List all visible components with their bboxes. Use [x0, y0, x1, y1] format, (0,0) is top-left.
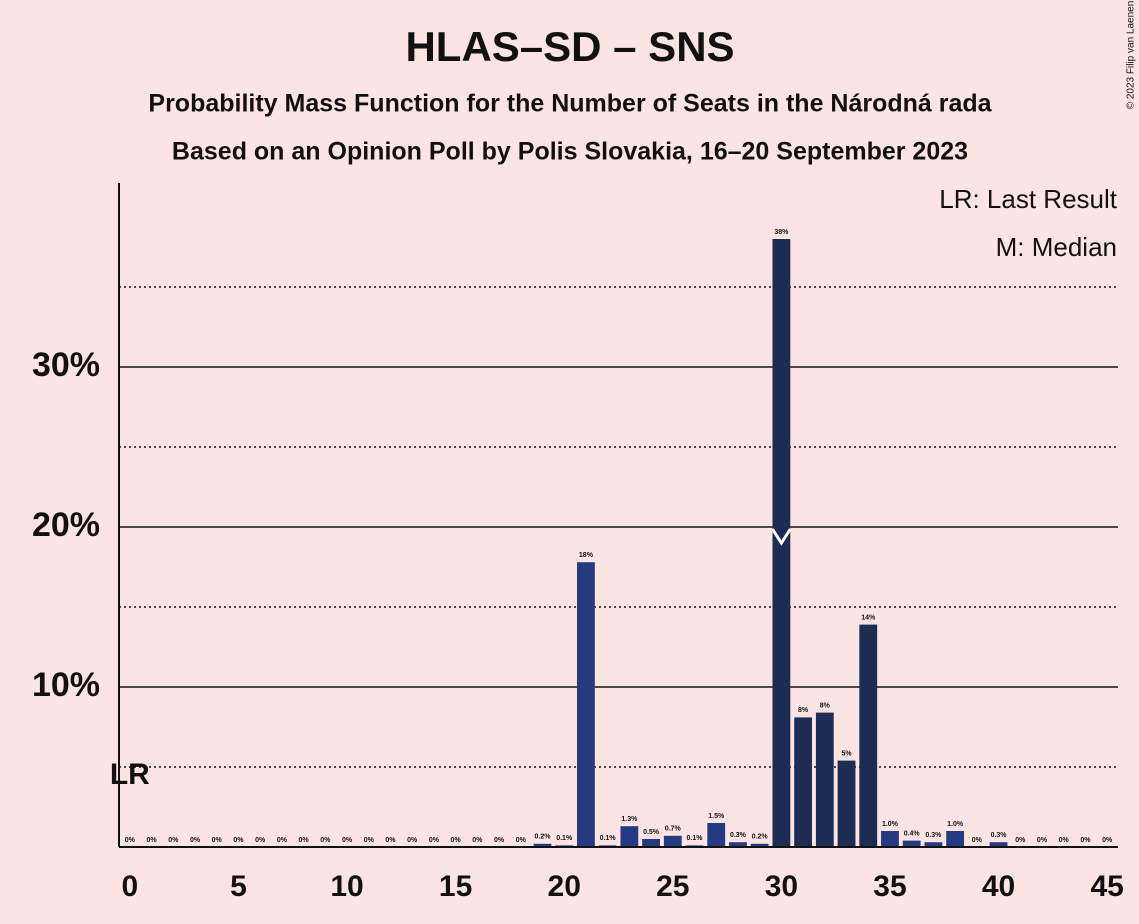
- bar: [663, 835, 682, 847]
- legend-entry: M: Median: [996, 232, 1117, 262]
- x-tick-label: 45: [1090, 870, 1123, 903]
- data-label: 1.5%: [708, 813, 725, 820]
- chart-subtitle: Based on an Opinion Poll by Polis Slovak…: [172, 138, 968, 166]
- data-label: 0%: [1037, 837, 1048, 844]
- data-label: 8%: [820, 702, 831, 709]
- data-label: 0%: [125, 837, 136, 844]
- legend-entry: LR: Last Result: [939, 184, 1118, 214]
- data-label: 0%: [168, 837, 179, 844]
- data-label: 18%: [579, 552, 594, 559]
- copyright: © 2023 Filip van Laenen: [1126, 1, 1137, 110]
- bar: [794, 717, 813, 847]
- data-label: 14%: [861, 614, 876, 621]
- median-marker: [771, 528, 792, 546]
- data-label: 0%: [1015, 837, 1026, 844]
- data-label: 0%: [1102, 837, 1113, 844]
- data-label: 0%: [1080, 837, 1091, 844]
- x-tick-label: 35: [873, 870, 906, 903]
- data-label: 0%: [342, 837, 353, 844]
- bar: [815, 712, 834, 847]
- x-tick-label: 15: [439, 870, 472, 903]
- x-tick-label: 25: [656, 870, 689, 903]
- y-tick-label: 20%: [32, 506, 100, 544]
- data-label: 38%: [774, 229, 789, 236]
- data-label: 1.0%: [882, 821, 899, 828]
- data-label: 0%: [212, 837, 223, 844]
- data-label: 0.1%: [556, 835, 573, 842]
- y-tick-label: 30%: [32, 346, 100, 384]
- data-label: 0%: [364, 837, 375, 844]
- data-label: 0%: [516, 837, 527, 844]
- bar: [881, 831, 899, 847]
- data-label: 0.3%: [730, 832, 747, 839]
- x-tick-label: 5: [230, 870, 247, 903]
- data-label: 0.2%: [752, 834, 769, 841]
- data-label: 0%: [385, 837, 396, 844]
- data-label: 0%: [429, 837, 440, 844]
- data-label: 0%: [1059, 837, 1070, 844]
- data-label: 0.1%: [600, 835, 617, 842]
- data-label: 0.3%: [991, 832, 1008, 839]
- bar: [902, 840, 921, 847]
- data-label: 0.4%: [904, 830, 921, 837]
- x-tick-label: 20: [548, 870, 581, 903]
- bar: [837, 760, 856, 847]
- data-label: 5%: [841, 750, 852, 757]
- data-label: 1.3%: [621, 816, 638, 823]
- data-label: 0.3%: [925, 832, 942, 839]
- y-tick-label: 10%: [32, 666, 100, 704]
- x-tick-label: 10: [330, 870, 363, 903]
- data-label: 0%: [494, 837, 505, 844]
- data-label: 0.1%: [687, 835, 704, 842]
- data-label: 0%: [255, 837, 266, 844]
- bar: [750, 843, 769, 847]
- data-label: 0%: [299, 837, 310, 844]
- x-tick-label: 30: [765, 870, 798, 903]
- data-label: 1.0%: [947, 821, 964, 828]
- chart-subtitle: Probability Mass Function for the Number…: [148, 90, 992, 118]
- data-label: 0%: [972, 837, 983, 844]
- bar: [533, 843, 552, 847]
- data-label: 0%: [277, 837, 288, 844]
- chart-title: HLAS–SD – SNS: [405, 23, 734, 70]
- data-label: 0%: [451, 837, 462, 844]
- x-tick-label: 40: [982, 870, 1015, 903]
- data-label: 0.7%: [665, 826, 682, 833]
- bar: [924, 842, 943, 847]
- bar: [707, 823, 726, 847]
- bar: [989, 842, 1008, 847]
- data-label: 0.5%: [643, 829, 660, 836]
- data-label: 0%: [407, 837, 418, 844]
- bar: [620, 826, 639, 847]
- bar: [946, 831, 965, 847]
- last-result-marker: LR: [110, 758, 150, 791]
- x-tick-label: 0: [122, 870, 139, 903]
- data-label: 0%: [320, 837, 331, 844]
- data-label: 0%: [472, 837, 483, 844]
- bar: [577, 562, 595, 847]
- bar: [859, 624, 878, 847]
- data-label: 8%: [798, 707, 809, 714]
- data-label: 0.2%: [535, 834, 552, 841]
- data-label: 0%: [147, 837, 158, 844]
- bar: [642, 839, 660, 847]
- data-label: 0%: [233, 837, 244, 844]
- bar: [729, 842, 747, 847]
- data-label: 0%: [190, 837, 201, 844]
